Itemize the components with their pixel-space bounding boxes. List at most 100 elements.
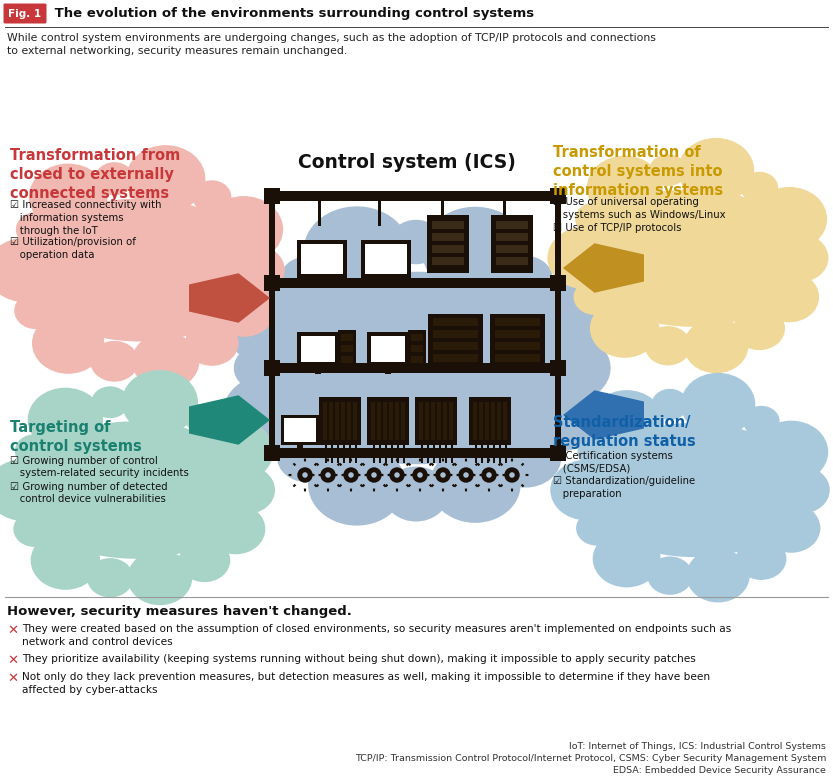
Polygon shape	[373, 458, 375, 461]
Bar	[349, 445, 351, 463]
Circle shape	[417, 472, 423, 478]
Polygon shape	[488, 489, 490, 491]
Polygon shape	[511, 458, 513, 461]
Bar	[497, 402, 501, 440]
Polygon shape	[360, 484, 363, 487]
Polygon shape	[327, 458, 329, 461]
Text: Control system (ICS): Control system (ICS)	[298, 152, 516, 171]
Ellipse shape	[743, 406, 780, 437]
Bar	[341, 402, 345, 440]
Ellipse shape	[14, 292, 58, 329]
Ellipse shape	[127, 551, 192, 605]
Bar	[395, 402, 399, 440]
Bar	[297, 240, 347, 278]
Text: ☑ Use of TCP/IP protocols: ☑ Use of TCP/IP protocols	[553, 224, 681, 233]
Bar	[361, 240, 411, 278]
Bar	[264, 188, 280, 204]
Polygon shape	[360, 463, 363, 466]
Bar	[496, 354, 541, 362]
Ellipse shape	[212, 285, 275, 337]
Bar	[411, 356, 423, 363]
Ellipse shape	[92, 386, 129, 418]
Polygon shape	[304, 489, 307, 491]
Ellipse shape	[649, 154, 686, 186]
Bar	[425, 402, 429, 440]
Bar	[481, 445, 483, 463]
Ellipse shape	[576, 511, 617, 546]
Ellipse shape	[551, 460, 621, 520]
Polygon shape	[441, 458, 444, 461]
Bar	[496, 233, 528, 241]
Bar	[437, 402, 441, 440]
Polygon shape	[350, 458, 352, 461]
Ellipse shape	[581, 423, 806, 557]
Bar	[550, 360, 566, 376]
Bar	[355, 445, 357, 463]
Polygon shape	[350, 489, 352, 491]
Bar	[499, 445, 501, 463]
Bar	[335, 402, 339, 440]
Polygon shape	[316, 463, 319, 466]
Bar	[347, 402, 351, 440]
Bar	[432, 245, 464, 253]
Polygon shape	[498, 463, 501, 466]
Text: Targeting of
control systems: Targeting of control systems	[10, 420, 142, 454]
Polygon shape	[396, 458, 398, 461]
Polygon shape	[292, 463, 297, 466]
Ellipse shape	[308, 443, 406, 526]
Polygon shape	[304, 458, 307, 461]
Bar	[341, 345, 353, 352]
Bar	[379, 445, 381, 463]
Polygon shape	[465, 458, 467, 461]
Bar	[264, 275, 280, 291]
Bar	[496, 342, 541, 350]
Polygon shape	[475, 484, 478, 487]
Bar	[367, 397, 409, 445]
Circle shape	[486, 472, 491, 478]
Bar	[496, 257, 528, 265]
Polygon shape	[456, 474, 460, 476]
Text: TCP/IP: Transmission Control Protocol/Internet Protocol, CSMS: Cyber Security Ma: TCP/IP: Transmission Control Protocol/In…	[355, 754, 826, 763]
Ellipse shape	[206, 504, 266, 554]
Ellipse shape	[186, 404, 223, 436]
Circle shape	[441, 472, 446, 478]
Bar	[479, 402, 483, 440]
Bar	[432, 233, 464, 241]
Text: Fig. 1: Fig. 1	[8, 9, 42, 19]
Bar	[338, 330, 356, 372]
Polygon shape	[426, 474, 430, 476]
Polygon shape	[406, 463, 409, 466]
Bar	[371, 336, 405, 362]
Bar	[496, 245, 528, 253]
Ellipse shape	[507, 276, 611, 364]
Ellipse shape	[647, 557, 692, 595]
Polygon shape	[288, 474, 292, 476]
Polygon shape	[385, 463, 388, 466]
Bar	[293, 278, 351, 286]
Bar	[357, 278, 415, 286]
Polygon shape	[383, 484, 387, 487]
Bar	[485, 402, 489, 440]
Polygon shape	[316, 484, 319, 487]
Bar	[415, 397, 457, 445]
Bar	[272, 191, 558, 201]
Text: Transformation from
closed to externally
connected systems: Transformation from closed to externally…	[10, 148, 180, 202]
Circle shape	[348, 472, 354, 478]
Circle shape	[463, 472, 469, 478]
Bar	[550, 275, 566, 291]
Ellipse shape	[686, 549, 750, 602]
Ellipse shape	[197, 419, 273, 483]
Bar	[297, 332, 339, 366]
Ellipse shape	[95, 162, 134, 196]
Polygon shape	[434, 474, 436, 476]
Ellipse shape	[760, 272, 819, 322]
Ellipse shape	[498, 256, 553, 302]
Ellipse shape	[574, 279, 616, 315]
Polygon shape	[451, 463, 456, 466]
Bar	[325, 445, 327, 463]
Ellipse shape	[31, 531, 100, 590]
Bar	[428, 314, 483, 372]
Circle shape	[504, 468, 520, 482]
Ellipse shape	[277, 432, 336, 482]
Circle shape	[297, 468, 312, 482]
